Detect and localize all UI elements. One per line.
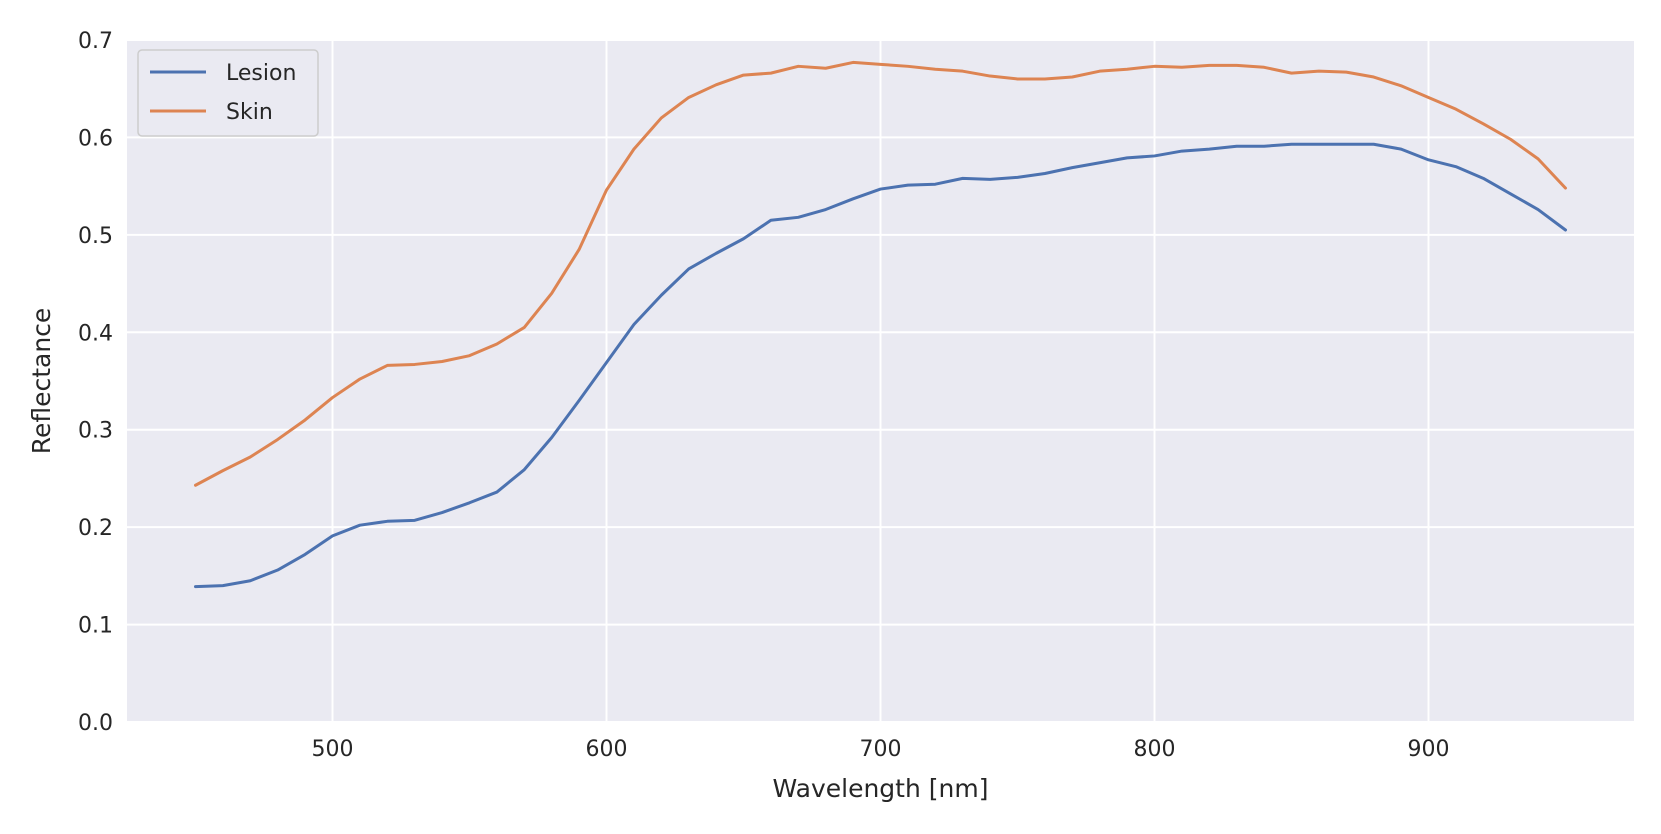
y-tick-label: 0.2 [78, 516, 113, 541]
series-line-lesion [194, 142, 1567, 589]
x-tick-label: 600 [586, 737, 628, 762]
y-axis-label: Reflectance [27, 308, 56, 455]
x-tick-label: 800 [1134, 737, 1176, 762]
x-tick-label: 500 [312, 737, 354, 762]
x-tick-labels: 500 600 700 800 900 [312, 737, 1450, 762]
y-tick-labels: 0.0 0.1 0.2 0.3 0.4 0.5 0.6 0.7 [78, 29, 113, 736]
y-tick-label: 0.5 [78, 224, 113, 249]
x-tick-label: 900 [1408, 737, 1450, 762]
x-axis-label: Wavelength [nm] [773, 774, 989, 803]
x-tick-label: 700 [860, 737, 902, 762]
legend-label-lesion: Lesion [226, 61, 296, 86]
series-line-skin [194, 60, 1567, 487]
series-lines [194, 60, 1567, 589]
y-tick-label: 0.0 [78, 711, 113, 736]
y-tick-label: 0.6 [78, 126, 113, 151]
legend: Lesion Skin [137, 49, 319, 137]
y-tick-label: 0.7 [78, 29, 113, 54]
y-tick-label: 0.4 [78, 321, 113, 346]
y-tick-label: 0.1 [78, 614, 113, 639]
grid [127, 39, 1634, 723]
y-tick-label: 0.3 [78, 419, 113, 444]
legend-label-skin: Skin [226, 100, 273, 125]
